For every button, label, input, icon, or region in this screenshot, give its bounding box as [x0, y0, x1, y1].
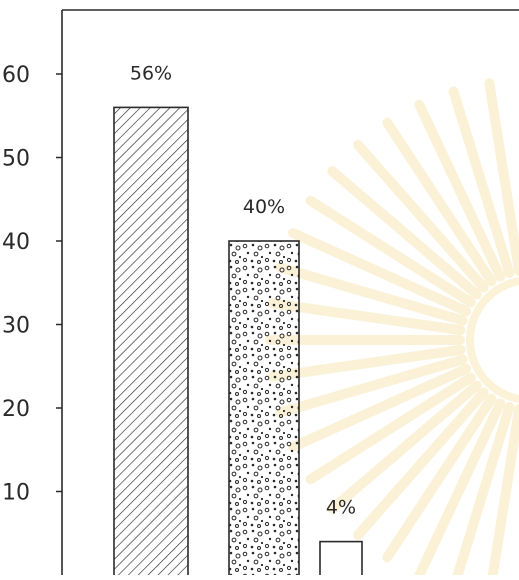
y-tick-label: 20 [2, 397, 30, 422]
watermark-ray [353, 387, 489, 541]
watermark-ray [414, 398, 506, 580]
watermark-ray [382, 117, 497, 287]
bar-value-label: 4% [326, 497, 356, 519]
bar-value-label: 56% [130, 62, 172, 84]
watermark-emblem [265, 78, 519, 580]
bar [228, 240, 300, 578]
watermark-ray [275, 354, 468, 418]
bar [113, 106, 189, 578]
watermark-ring [466, 276, 519, 404]
watermark-ray [327, 380, 482, 514]
watermark-ray [353, 139, 489, 293]
watermark-ray [267, 298, 466, 336]
bar [319, 540, 363, 578]
y-tick-label: 50 [2, 147, 30, 172]
watermark-ray [484, 78, 519, 276]
bar-data-labels: 56% 40% 4% [130, 62, 356, 518]
watermark-ray [450, 401, 515, 580]
watermark-ray [288, 228, 472, 317]
watermark-ray [305, 372, 476, 485]
y-tick-label: 60 [2, 63, 30, 88]
watermark-ray [327, 166, 482, 300]
watermark-ray [275, 262, 468, 326]
watermark-ray [288, 363, 472, 452]
y-tick-label: 30 [2, 314, 30, 339]
y-axis-ticks: 10 20 30 40 50 60 [2, 63, 62, 506]
watermark-ray [486, 404, 519, 580]
watermark-ray [382, 393, 497, 563]
watermark-ray [414, 99, 506, 282]
watermark-ray [267, 344, 466, 382]
watermark-ray [305, 195, 476, 308]
y-tick-label: 40 [2, 230, 30, 255]
watermark-ray [448, 86, 515, 279]
y-tick-label: 10 [2, 481, 30, 506]
bar-value-label: 40% [243, 196, 285, 218]
